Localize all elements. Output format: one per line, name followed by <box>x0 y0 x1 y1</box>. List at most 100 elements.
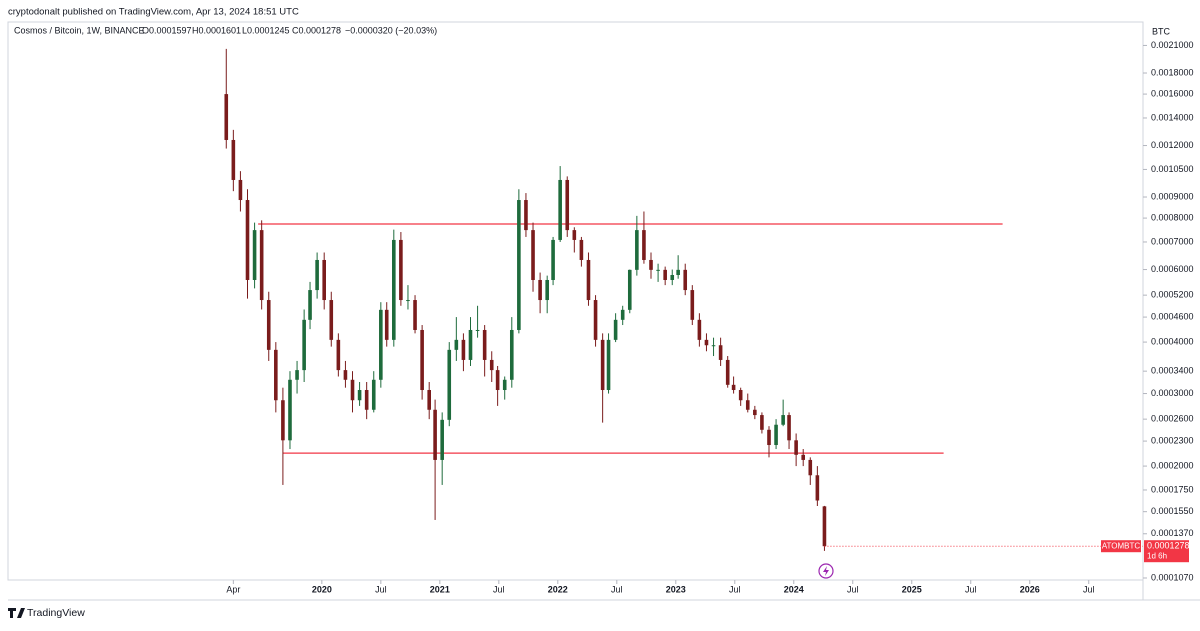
candle-body <box>613 319 618 340</box>
x-tick-label: Jul <box>493 584 505 594</box>
candle-body <box>676 269 680 276</box>
candle-body <box>815 475 820 501</box>
candle-body <box>308 290 312 320</box>
candle-body <box>642 230 646 260</box>
candle-body <box>738 390 743 401</box>
publish-note: cryptodonalt published on TradingView.co… <box>8 7 299 18</box>
candle-body <box>787 415 791 441</box>
y-tick-label: 0.0003000 <box>1151 388 1194 398</box>
candle-body <box>649 259 653 270</box>
candle-body <box>384 309 389 340</box>
candle-body <box>350 379 355 401</box>
y-tick-label: 0.0001070 <box>1151 572 1194 582</box>
candle-body <box>718 345 723 360</box>
y-tick-label: 0.0004000 <box>1151 336 1194 346</box>
candle-body <box>489 359 494 371</box>
brand: TradingView <box>27 607 85 619</box>
y-tick-label: 0.0012000 <box>1151 140 1194 150</box>
candle-body <box>336 339 341 371</box>
candle-body <box>794 440 798 455</box>
candle-body <box>461 339 466 360</box>
legend-symbol: Cosmos / Bitcoin, 1W, BINANCE <box>14 25 145 35</box>
legend-open: O0.0001597 <box>142 25 192 35</box>
candle-body <box>600 339 605 391</box>
candle-body <box>302 319 306 371</box>
candle-body <box>753 409 757 416</box>
axis-unit: BTC <box>1152 26 1171 36</box>
price-tag <box>1144 540 1189 563</box>
candle-body <box>288 379 292 441</box>
y-tick-label: 0.0007000 <box>1151 236 1194 246</box>
candle-body <box>468 329 473 360</box>
legend: Cosmos / Bitcoin, 1W, BINANCE O0.0001597… <box>14 25 437 35</box>
x-tick-label: Jul <box>847 584 859 594</box>
y-tick-label: 0.0001550 <box>1151 506 1194 516</box>
candle-body <box>808 459 813 476</box>
x-tick-label: 2021 <box>430 584 450 594</box>
candle-body <box>482 329 487 360</box>
x-tick-label: Jul <box>729 584 741 594</box>
candle-body <box>620 309 625 320</box>
x-tick-label: Jul <box>965 584 977 594</box>
candle-body <box>399 239 403 301</box>
y-tick-label: 0.0009000 <box>1151 191 1194 201</box>
candle-body <box>558 179 562 240</box>
candle-body <box>502 379 507 391</box>
candle-body <box>711 345 716 347</box>
x-tick-label: Jul <box>1083 584 1095 594</box>
candle-body <box>517 200 521 330</box>
y-tick-label: 0.0016000 <box>1151 88 1194 98</box>
candle-body <box>635 230 639 270</box>
candle-body <box>392 239 396 340</box>
candle-body <box>627 269 632 310</box>
candle-body <box>454 339 459 350</box>
candle-body <box>801 454 806 460</box>
x-tick-label: 2022 <box>548 584 568 594</box>
legend-change: −0.0000320 (−20.03%) <box>345 25 437 35</box>
candle-body <box>565 179 570 231</box>
price-tag-text: 0.0001278 <box>1147 541 1190 551</box>
candle-body <box>427 390 432 410</box>
x-tick-label: Jul <box>375 584 387 594</box>
candle-body <box>774 424 778 446</box>
candle-body <box>524 200 528 231</box>
y-tick-label: 0.0018000 <box>1151 67 1194 77</box>
candle-body <box>274 349 278 401</box>
y-tick-label: 0.0002300 <box>1151 435 1194 445</box>
event-circle <box>818 563 834 579</box>
candle-body <box>767 429 771 446</box>
x-tick-label: Apr <box>226 584 240 594</box>
countdown-text: 1d 6h <box>1147 551 1167 560</box>
x-tick-label: 2020 <box>312 584 332 594</box>
candle-body <box>440 419 444 460</box>
candle-body <box>656 269 660 271</box>
legend-low: L0.0001245 <box>242 25 290 35</box>
candle-body <box>697 319 702 340</box>
candle-body <box>231 139 236 180</box>
x-tick-label: 2024 <box>784 584 804 594</box>
candle-body <box>745 400 750 410</box>
candle-body <box>725 359 730 385</box>
candle-body <box>593 300 598 340</box>
y-tick-label: 0.0021000 <box>1151 40 1194 50</box>
candle-body <box>433 409 437 460</box>
candle-body <box>406 300 410 302</box>
candle-body <box>579 239 584 260</box>
candle-body <box>259 230 264 301</box>
candle-body <box>266 300 271 350</box>
candle-body <box>606 339 611 391</box>
candle-body <box>413 300 417 330</box>
candle-body <box>281 400 285 441</box>
candle-body <box>586 259 591 301</box>
y-tick-label: 0.0001370 <box>1151 528 1194 538</box>
candle-body <box>224 94 229 140</box>
symbol-tag <box>1101 540 1141 553</box>
y-tick-label: 0.0010500 <box>1151 164 1194 174</box>
candle-body <box>551 239 555 280</box>
legend-high: H0.0001601 <box>192 25 241 35</box>
y-tick-label: 0.0006000 <box>1151 264 1194 274</box>
candle-body <box>295 370 299 380</box>
legend-close: C0.0001278 <box>292 25 341 35</box>
candle-body <box>420 329 424 391</box>
